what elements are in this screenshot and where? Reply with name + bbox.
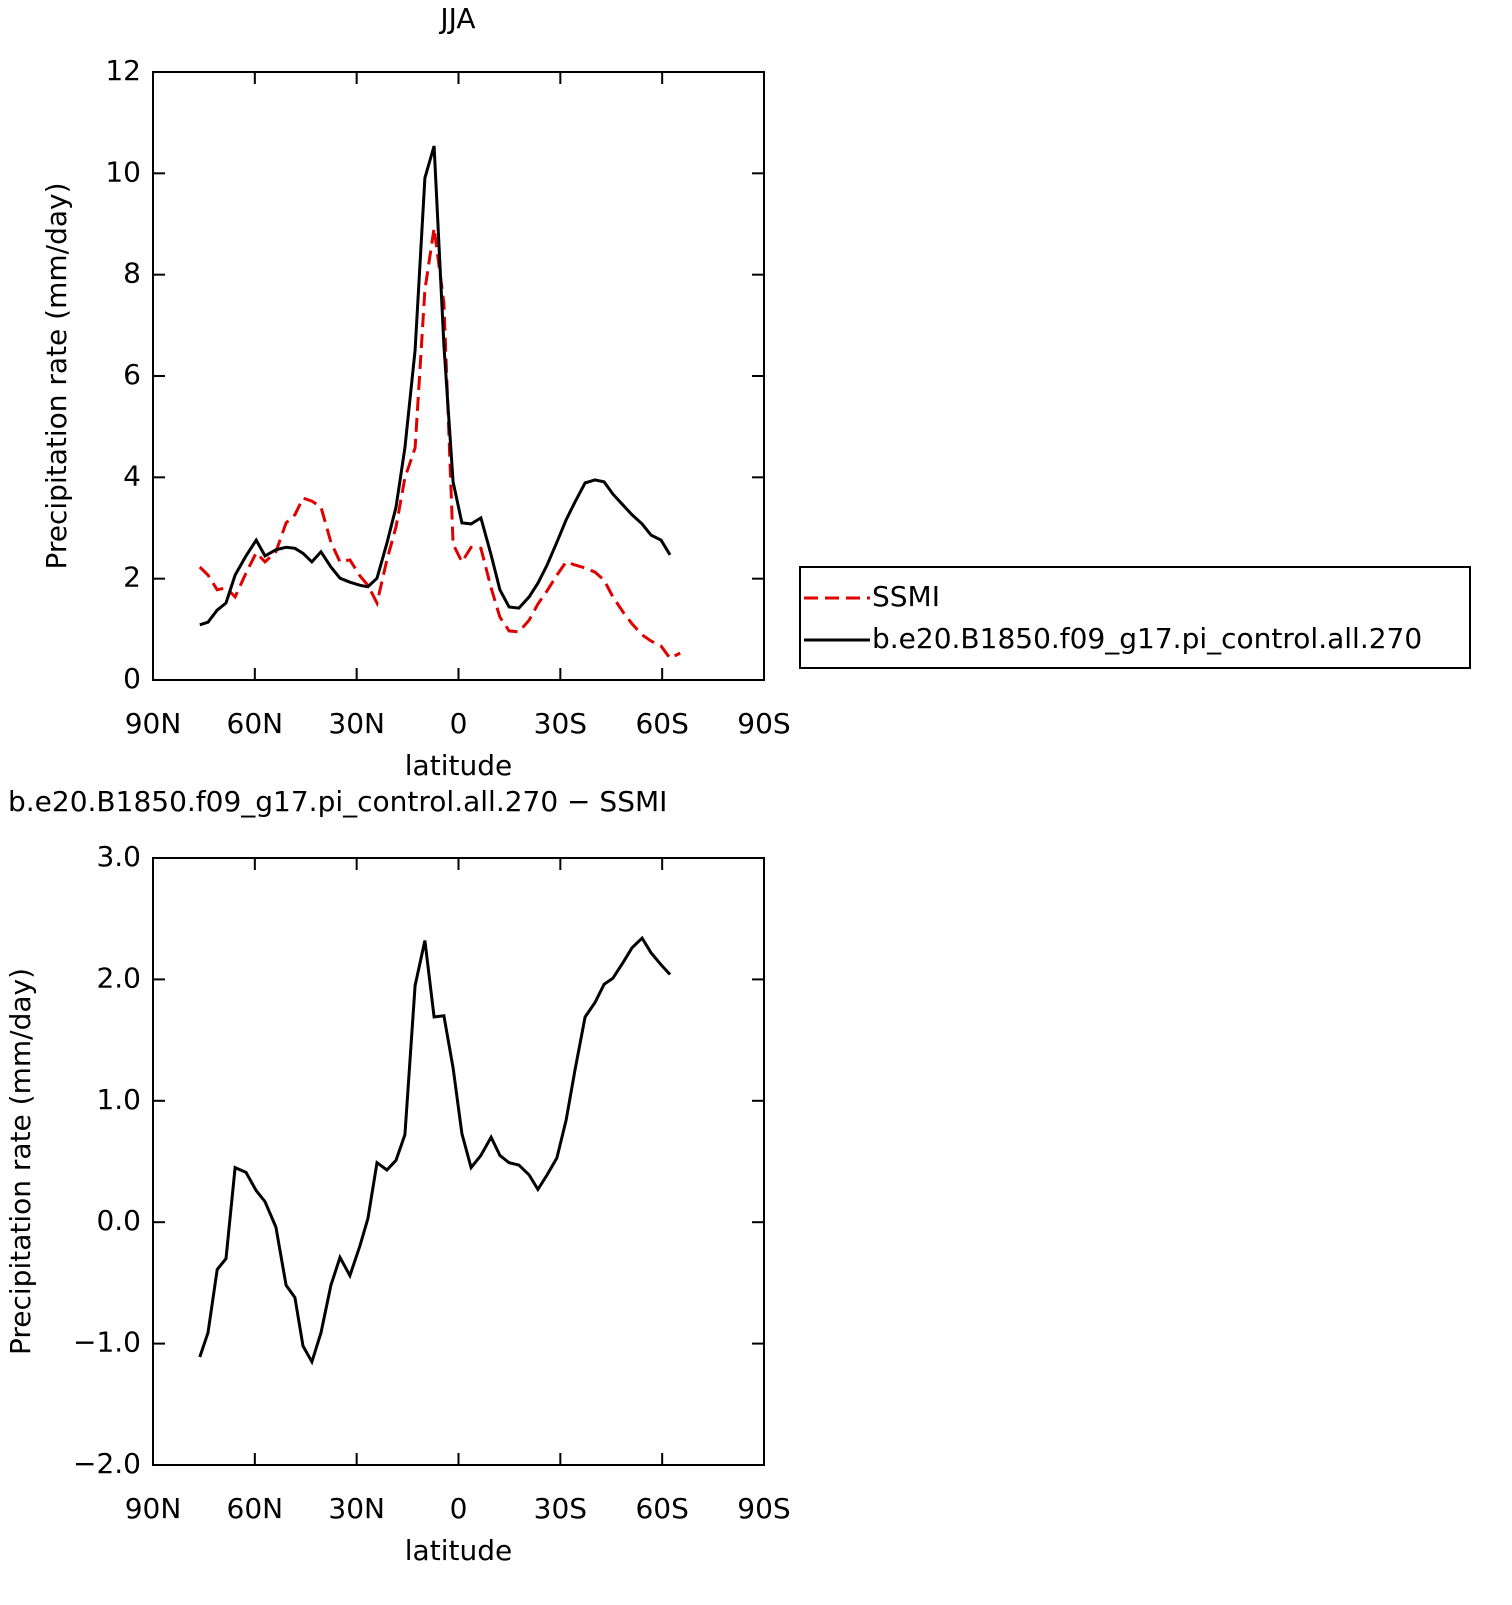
chart-title: b.e20.B1850.f09_g17.pi_control.all.270 −… [8,785,667,818]
y-tick-label: 12 [105,54,141,87]
y-tick-label: 1.0 [96,1083,141,1116]
x-tick-label: 30S [534,707,587,740]
y-tick-label: 4 [123,459,141,492]
chart-title: JJA [438,2,475,35]
x-tick-label: 90N [125,707,182,740]
x-tick-label: 0 [450,707,468,740]
y-tick-label: −1.0 [73,1326,141,1359]
y-tick-label: 2 [123,561,141,594]
plot-frame [152,71,765,681]
y-tick-label: 2.0 [96,961,141,994]
x-tick-label: 90S [737,1492,790,1525]
x-tick-label: 60N [227,707,284,740]
legend-label: b.e20.B1850.f09_g17.pi_control.all.270 [872,622,1422,655]
y-axis-label: Precipitation rate (mm/day) [40,182,73,569]
y-axis-label: Precipitation rate (mm/day) [4,968,37,1355]
x-tick-label: 90S [737,707,790,740]
x-tick-label: 60S [635,707,688,740]
plot-frame [152,857,765,1466]
y-tick-label: 0 [123,662,141,695]
x-axis-label: latitude [405,749,512,782]
legend-box [799,566,1471,669]
x-tick-label: 30N [328,707,385,740]
x-tick-label: 60N [227,1492,284,1525]
legend-label: SSMI [872,580,940,613]
x-tick-label: 30S [534,1492,587,1525]
x-tick-label: 90N [125,1492,182,1525]
y-tick-label: 8 [123,257,141,290]
y-tick-label: 0.0 [96,1204,141,1237]
data-line [198,935,672,1366]
data-line [199,145,672,627]
x-tick-label: 0 [450,1492,468,1525]
x-tick-label: 60S [635,1492,688,1525]
y-tick-label: 6 [123,358,141,391]
y-tick-label: 10 [105,155,141,188]
x-tick-label: 30N [328,1492,385,1525]
y-tick-label: −2.0 [73,1447,141,1480]
y-tick-label: 3.0 [96,840,141,873]
x-axis-label: latitude [405,1534,512,1567]
